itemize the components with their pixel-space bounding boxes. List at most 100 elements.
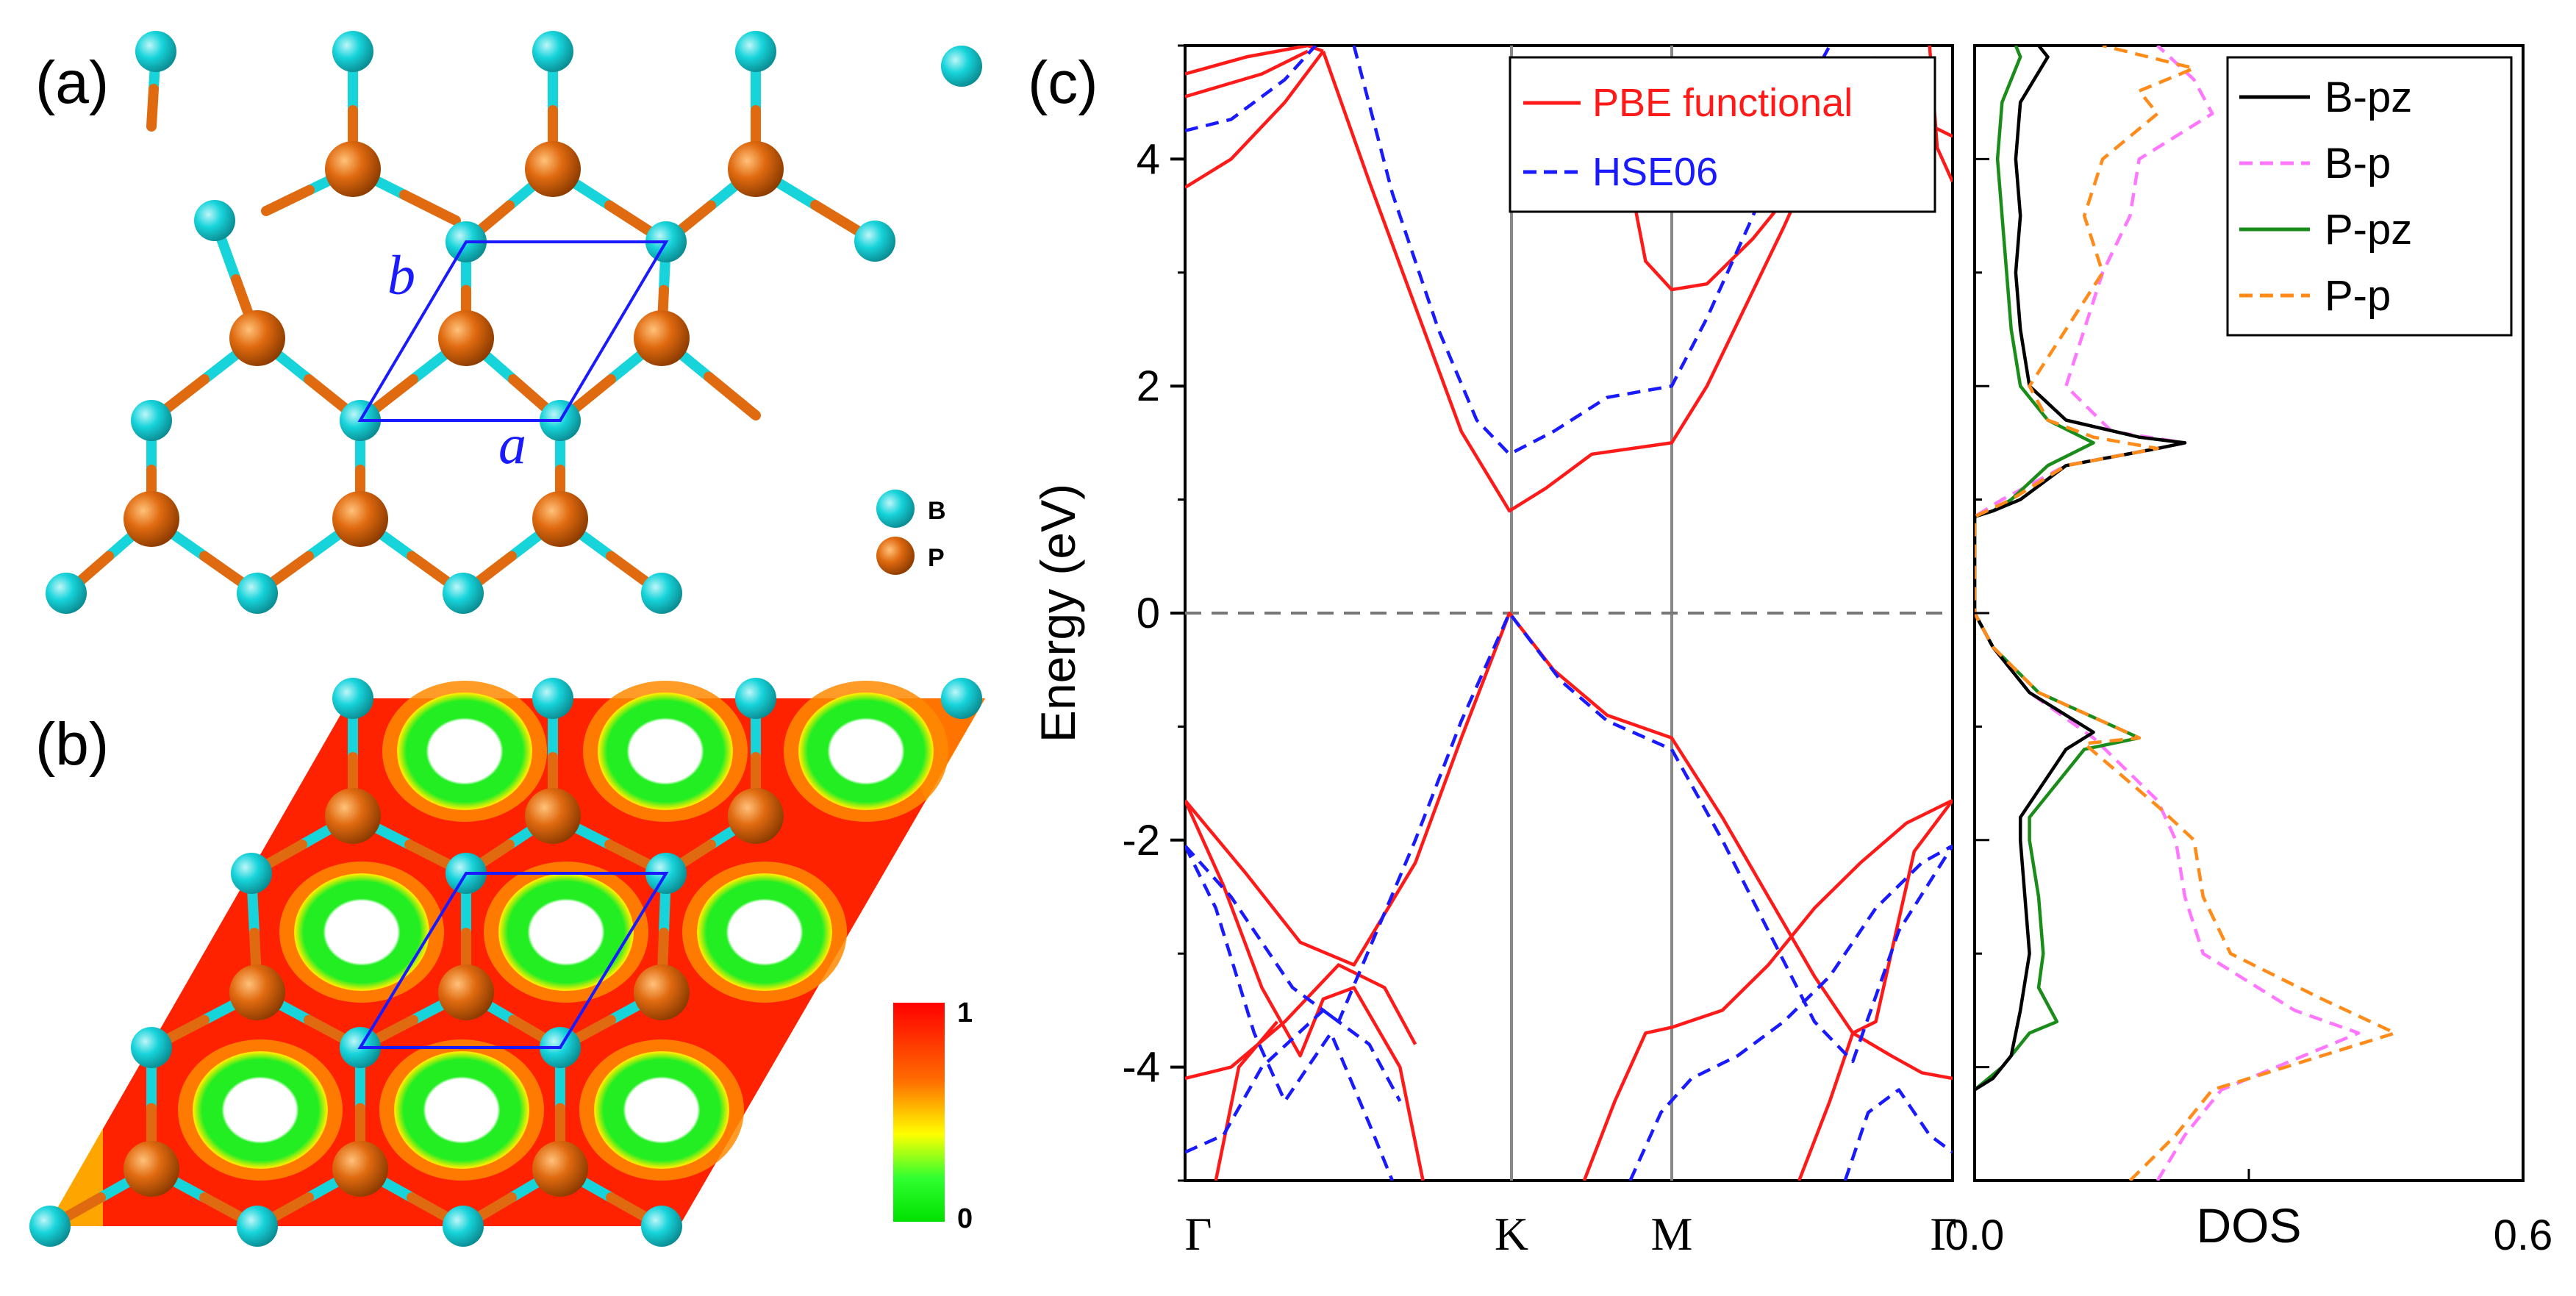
phosphorus-atom — [332, 491, 388, 547]
pbe-band-7 — [1185, 49, 1309, 99]
legend-label-bpz: B-pz — [2325, 74, 2412, 121]
panel-a-structure — [46, 31, 982, 614]
pbe-band-8 — [1185, 46, 1324, 76]
dos-legend-box — [2226, 56, 2513, 337]
panel-b-elf-map — [29, 678, 985, 1247]
legend-label-pbe: PBE functional — [1592, 81, 1853, 125]
phosphorus-atom — [229, 964, 285, 1020]
boron-atom — [735, 678, 776, 719]
dos-y-ticks — [1975, 44, 2250, 1182]
dos-curves — [1975, 46, 2397, 1181]
legend-label-ppz: P-pz — [2325, 206, 2412, 254]
dos-plot: B-pz B-p P-pz P-p 0.0 0.6 DOS — [1945, 44, 2553, 1259]
legend-label-bp: B-p — [2325, 140, 2391, 187]
hse-band-6 — [1352, 46, 1831, 457]
pbe-band-1 — [1185, 799, 1425, 1181]
phosphorus-atom — [332, 1141, 388, 1197]
boron-atom — [231, 853, 272, 894]
boron-atom — [443, 1206, 484, 1247]
phosphorus-atom — [438, 964, 494, 1020]
phosphorus-legend-label: P — [928, 544, 945, 572]
phosphorus-atom — [124, 1141, 179, 1197]
band-structure-plot: -4 -2 0 2 4 PBE functional HSE06 Energy (eV)… — [1031, 44, 1958, 1260]
boron-atom — [532, 678, 573, 719]
elf-ring — [598, 692, 733, 810]
panel-c-label: (c) — [1028, 49, 1098, 116]
bond-segment — [261, 185, 315, 216]
band-y-tick-label: -4 — [1122, 1044, 1160, 1092]
boron-atom — [135, 31, 176, 72]
phosphorus-atom — [124, 491, 179, 547]
pbe-band-3 — [1214, 1020, 1279, 1181]
bond-segment — [146, 84, 159, 132]
phosphorus-atom — [634, 310, 690, 366]
boron-atom — [443, 573, 484, 614]
legend-label-hse: HSE06 — [1592, 150, 1718, 194]
band-legend-box — [1509, 56, 1936, 213]
phosphorus-atom — [728, 788, 784, 844]
elf-ring — [394, 1051, 529, 1169]
boron-atom — [131, 1027, 172, 1068]
unit-cell — [357, 240, 669, 422]
phosphorus-atom — [438, 310, 494, 366]
pbe-band-0 — [1185, 611, 1953, 1035]
k-label-K: K — [1495, 1208, 1528, 1260]
boron-legend-icon — [876, 490, 915, 528]
k-label-gamma-start: Γ — [1185, 1208, 1212, 1260]
hse-band-4 — [1843, 1088, 1953, 1181]
boron-atom — [332, 31, 373, 72]
phosphorus-atom — [728, 141, 784, 197]
boron-atom — [194, 200, 235, 241]
boron-atom — [46, 573, 87, 614]
pbe-band-5 — [1797, 1031, 1953, 1181]
dos-curve-p-p — [1975, 46, 2397, 1181]
dos-curve-b-p — [1975, 46, 2361, 1181]
elf-ring — [193, 1051, 328, 1169]
phosphorus-atom — [532, 1141, 588, 1197]
elf-ring — [294, 873, 429, 991]
panel-b-label: (b) — [35, 711, 109, 778]
hse-band-5 — [1185, 46, 1317, 132]
boron-atom — [332, 678, 373, 719]
bond-segment — [704, 371, 761, 420]
bond-segment — [399, 190, 461, 226]
dos-x-tick-max: 0.6 — [2494, 1211, 2553, 1259]
dos-x-axis-title: DOS — [2196, 1198, 2301, 1253]
elf-ring — [697, 873, 832, 991]
boron-atom — [237, 573, 278, 614]
phosphorus-atom — [634, 964, 690, 1020]
band-legend: PBE functional HSE06 — [1509, 56, 1936, 213]
hse-band-3 — [1628, 844, 1953, 1181]
phosphorus-atom — [525, 141, 581, 197]
band-y-tick-label: 0 — [1137, 590, 1160, 637]
phosphorus-atom — [325, 788, 381, 844]
boron-atom — [237, 1206, 278, 1247]
phosphorus-legend-icon — [876, 537, 915, 575]
band-y-tick-label: 2 — [1137, 362, 1160, 410]
hse-band-0 — [1185, 611, 1953, 1064]
dos-x-tick-0: 0.0 — [1945, 1211, 2005, 1259]
colorbar-gradient — [893, 1003, 945, 1222]
elf-unit-cell — [357, 872, 669, 1049]
elf-ring — [498, 873, 634, 991]
boron-atom — [131, 400, 172, 441]
boron-atom — [854, 221, 895, 262]
pbe-band-4 — [1582, 798, 1953, 1181]
lattice-vector-a: a — [498, 414, 526, 476]
elf-ring — [594, 1051, 729, 1169]
boron-atom — [641, 1206, 682, 1247]
boron-atom — [29, 1206, 71, 1247]
lattice-vector-b: b — [387, 245, 415, 307]
band-y-tick-label: 4 — [1137, 135, 1160, 183]
colorbar-max-label: 1 — [957, 998, 973, 1028]
dos-curve-p-pz — [1975, 46, 2142, 1092]
phosphorus-atom — [532, 491, 588, 547]
dos-curve-b-pz — [1975, 46, 2187, 1092]
elf-ring — [798, 692, 934, 810]
pbe-band-6 — [1185, 50, 1325, 189]
band-y-tick-label: -2 — [1122, 817, 1160, 864]
elf-ring — [397, 692, 532, 810]
boron-legend-label: B — [928, 497, 946, 525]
phosphorus-atom — [229, 310, 285, 366]
